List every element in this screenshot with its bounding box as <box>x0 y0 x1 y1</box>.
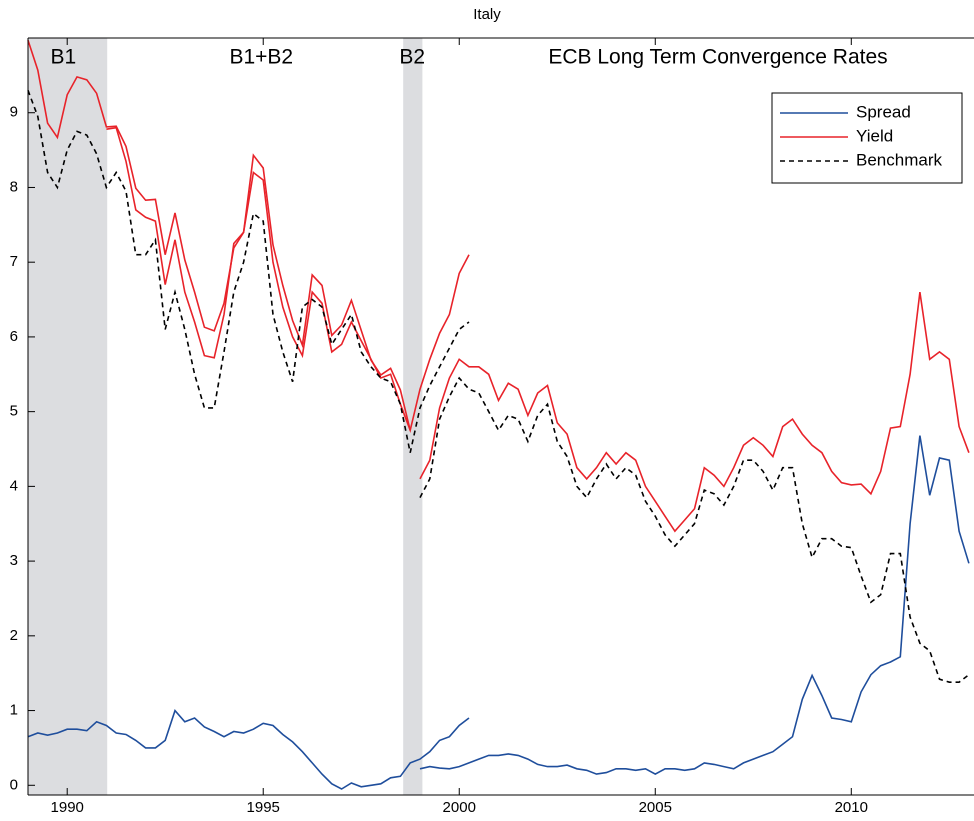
series-line <box>27 90 470 453</box>
y-tick-label: 4 <box>10 477 18 494</box>
x-tick-label: 2000 <box>443 799 476 816</box>
y-tick-label: 5 <box>10 403 18 420</box>
legend-box <box>771 92 963 184</box>
series-line <box>27 39 411 431</box>
shaded-region <box>28 38 108 795</box>
x-tick-label: 1990 <box>51 799 84 816</box>
legend-label: Spread <box>856 102 911 121</box>
annotation: B1 <box>50 46 76 69</box>
x-tick-label: 2005 <box>639 799 672 816</box>
legend-label: Benchmark <box>856 150 942 169</box>
legend-label: Yield <box>856 126 893 145</box>
y-tick-label: 9 <box>10 104 18 121</box>
series-line <box>419 291 970 533</box>
annotation: B2 <box>399 46 425 69</box>
y-tick-label: 2 <box>10 627 18 644</box>
y-tick-label: 3 <box>10 552 18 569</box>
annotation: ECB Long Term Convergence Rates <box>548 46 887 69</box>
y-tick-label: 7 <box>10 253 18 270</box>
x-tick-label: 1995 <box>247 799 280 816</box>
series-line <box>106 126 470 434</box>
x-tick-label: 2010 <box>835 799 868 816</box>
y-tick-label: 1 <box>10 702 18 719</box>
y-tick-label: 8 <box>10 178 18 195</box>
y-tick-label: 6 <box>10 328 18 345</box>
series-line <box>419 376 970 683</box>
series-line <box>27 709 470 790</box>
annotation: B1+B2 <box>229 46 293 69</box>
chart-title: Italy <box>473 6 501 23</box>
y-tick-label: 0 <box>10 776 18 793</box>
series-line <box>419 435 970 776</box>
